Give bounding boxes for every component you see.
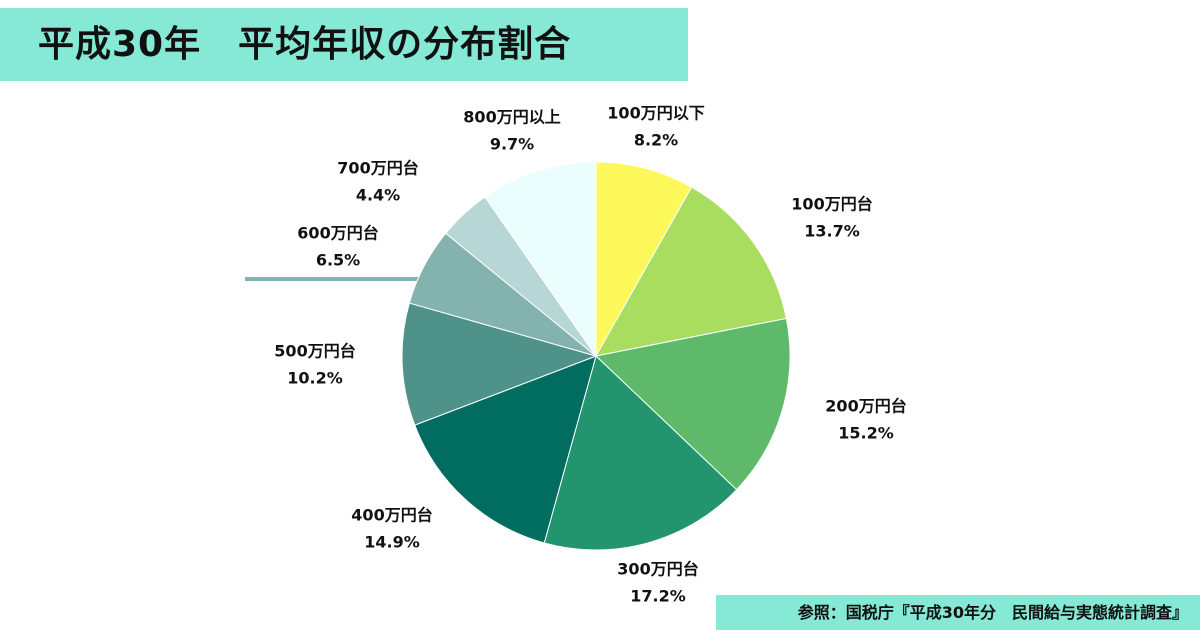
- slice-label-7: 600万円台: [297, 224, 378, 243]
- source-note: 参照：国税庁『平成30年分 民間給与実態統計調査』: [797, 603, 1188, 622]
- slice-label-4: 300万円台: [617, 560, 698, 579]
- pie-slices: [401, 161, 791, 551]
- slice-label-1: 100万円以下: [607, 104, 704, 123]
- slice-value-label-6: 10.2%: [287, 369, 343, 388]
- slice-value-label-1: 8.2%: [634, 131, 678, 150]
- slice-labels: 100万円以下 8.2% 100万円台 13.7% 200万円台 15.2% 300万円台 1…: [274, 104, 906, 606]
- pie-slice-6: [401, 302, 598, 426]
- slice-label-9: 800万円以上: [463, 108, 560, 127]
- title-banner: 平成30年 平均年収の分布割合: [0, 8, 688, 81]
- slice-label-8: 700万円台: [337, 159, 418, 178]
- pie-slice-5: [414, 355, 597, 544]
- pie-slice-4: [543, 355, 738, 551]
- slice-label-5: 400万円台: [351, 506, 432, 525]
- pie-slice-1: [595, 161, 693, 358]
- slice-value-label-8: 4.4%: [356, 186, 400, 205]
- slice-value-label-9: 9.7%: [490, 135, 534, 154]
- slice-value-label-5: 14.9%: [364, 533, 420, 552]
- pie-slice-2: [595, 186, 787, 357]
- slice-label-2: 100万円台: [791, 195, 872, 214]
- chart-title: 平成30年 平均年収の分布割合: [38, 24, 572, 65]
- pie-slice-9: [484, 161, 597, 358]
- pie-slice-3: [594, 317, 791, 491]
- slice-label-3: 200万円台: [825, 397, 906, 416]
- source-banner: 参照：国税庁『平成30年分 民間給与実態統計調査』: [716, 595, 1200, 630]
- slice-value-label-3: 15.2%: [838, 424, 894, 443]
- slice-value-label-2: 13.7%: [804, 222, 860, 241]
- slice-label-6: 500万円台: [274, 342, 355, 361]
- slice-value-label-4: 17.2%: [630, 587, 686, 606]
- slice-value-label-7: 6.5%: [316, 251, 360, 270]
